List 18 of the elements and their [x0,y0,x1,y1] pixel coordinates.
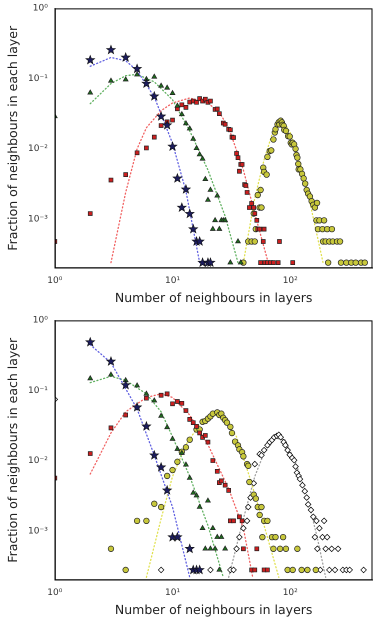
y-axis-title: Fraction of neighbours in each layer [4,337,20,563]
y-tick-label: 10⁻¹ [28,74,48,84]
x-tick-label: 10² [282,276,298,286]
y-tick-label: 10⁻² [28,456,48,466]
x-axis-title: Number of neighbours in layers [114,290,312,305]
y-tick-label: 10⁻³ [28,214,48,224]
x-axis-title: Number of neighbours in layers [114,602,312,617]
y-tick-label: 10⁻² [28,144,48,154]
x-tick-label: 10² [282,588,298,598]
x-tick-label: 10⁰ [47,276,63,286]
y-axis-title: Fraction of neighbours in each layer [4,25,20,251]
x-tick-label: 10¹ [164,588,180,598]
y-tick-label: 10⁰ [32,4,48,14]
y-tick-label: 10⁻³ [28,526,48,536]
y-tick-label: 10⁰ [32,316,48,326]
x-tick-label: 10⁰ [47,588,63,598]
x-tick-label: 10¹ [164,276,180,286]
y-tick-label: 10⁻¹ [28,386,48,396]
